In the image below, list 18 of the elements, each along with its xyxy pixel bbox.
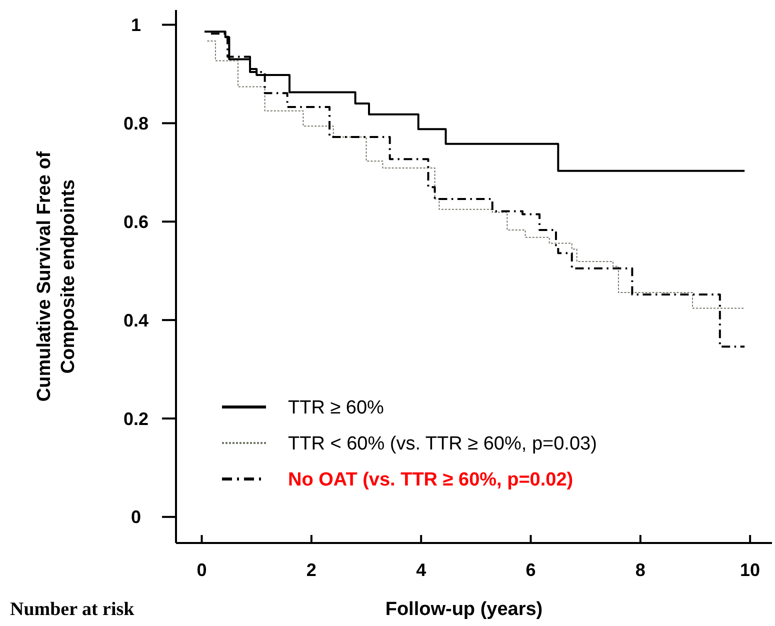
- x-axis-title: Follow-up (years): [385, 599, 543, 620]
- legend-label: TTR ≥ 60%: [288, 398, 384, 419]
- x-tick-label: 2: [306, 560, 316, 580]
- y-tick-label: 0.2: [123, 408, 149, 429]
- x-tick-label: 0: [196, 560, 207, 580]
- text: Number at risk: [10, 599, 135, 620]
- x-tick-label: 8: [635, 560, 646, 580]
- x-tick-label: 10: [740, 560, 760, 580]
- y-tick-label: 0.8: [123, 113, 149, 134]
- y-tick-label: 0.4: [123, 310, 149, 330]
- x-tick-label: 6: [526, 560, 536, 580]
- legend-label: No OAT (vs. TTR ≥ 60%, p=0.02): [288, 470, 574, 491]
- y-axis-title: Cumulative Survival Free of Composite endpoints: [34, 150, 79, 402]
- y-tick-label: 0.6: [123, 212, 149, 232]
- x-tick-label: 4: [416, 560, 426, 580]
- legend-label: TTR < 60% (vs. TTR ≥ 60%, p=0.03): [288, 434, 597, 455]
- y-tick-label: 1: [130, 15, 142, 36]
- y-tick-label: 0: [130, 507, 142, 528]
